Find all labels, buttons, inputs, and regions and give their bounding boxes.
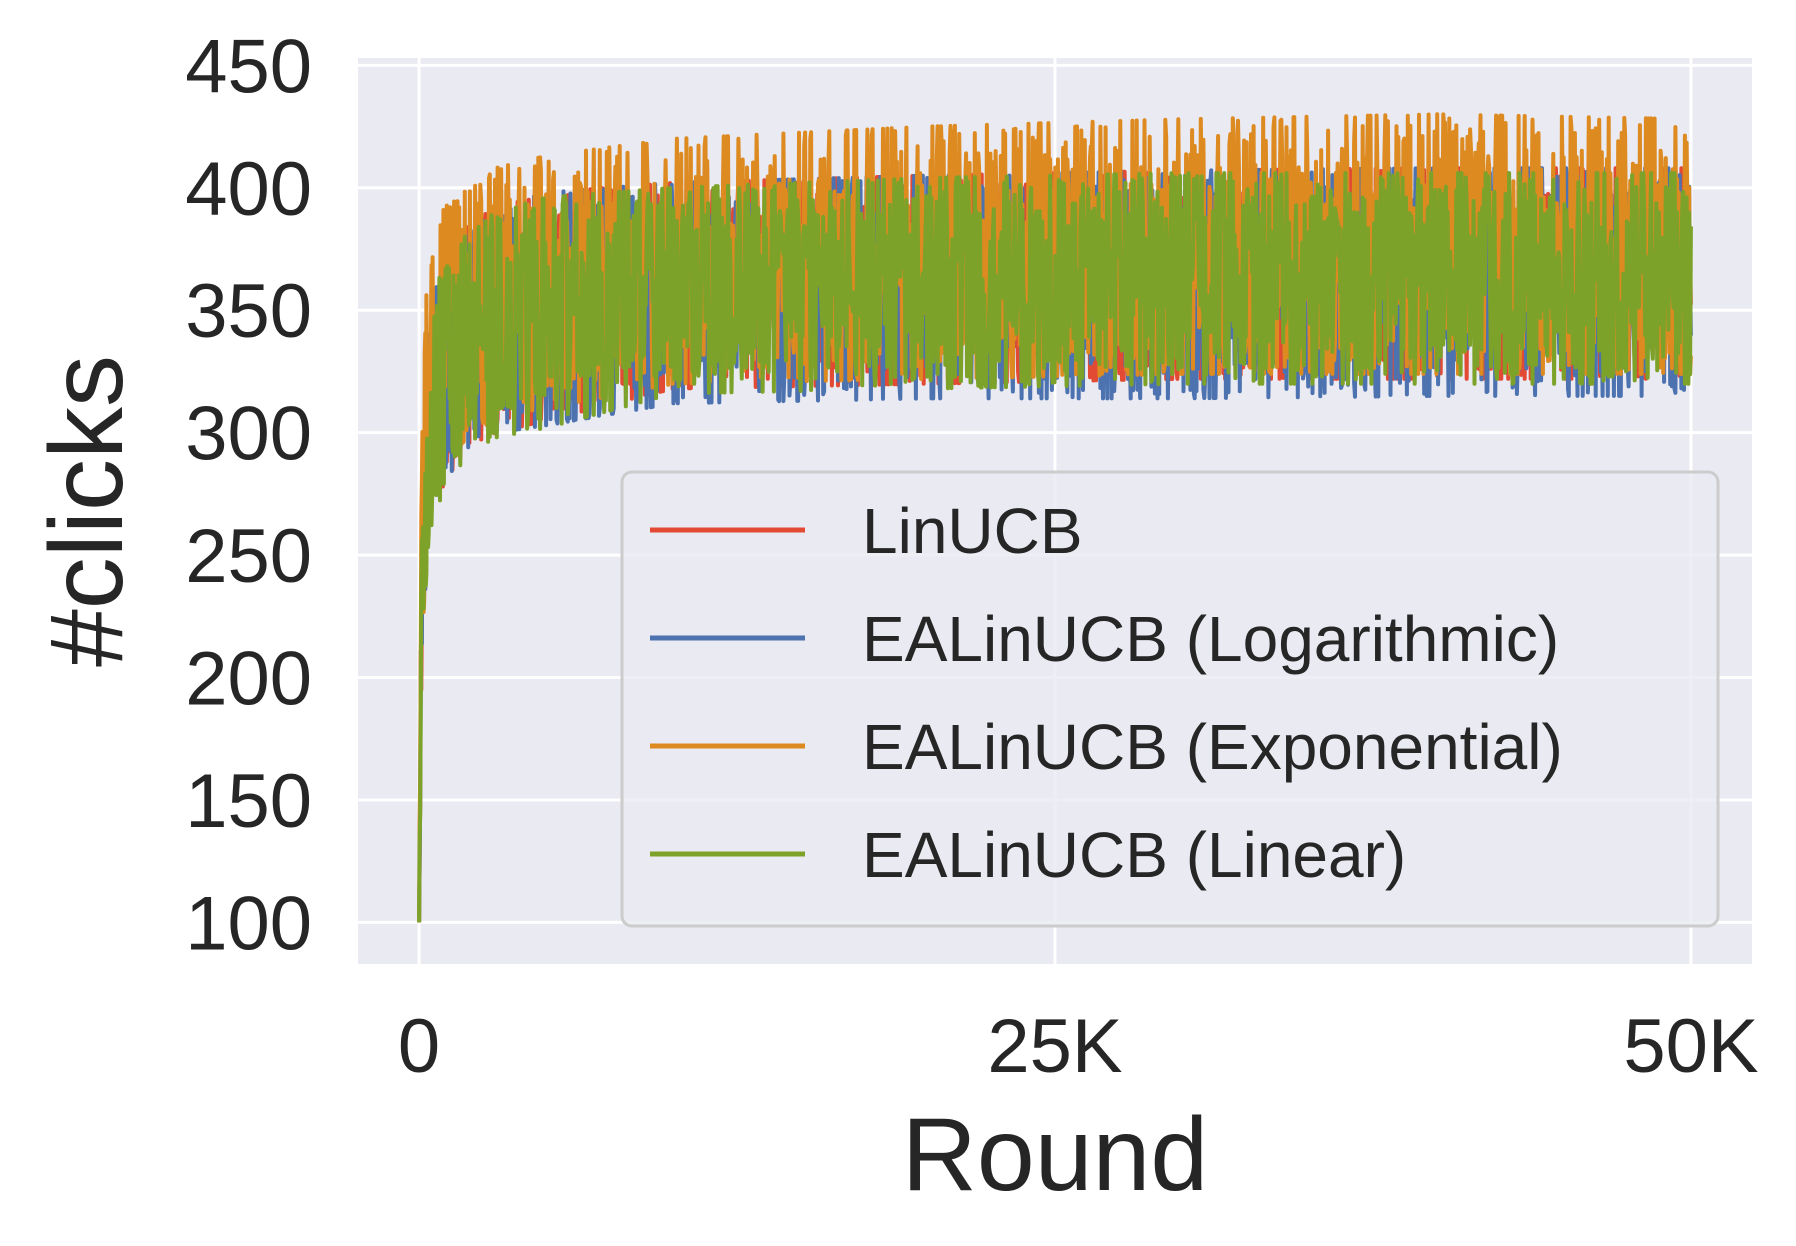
series-linear	[417, 171, 1693, 923]
legend-label-linear: EALinUCB (Linear)	[862, 819, 1406, 891]
y-tick-label: 200	[185, 637, 312, 722]
y-tick-label: 250	[185, 514, 312, 599]
series-layer	[417, 112, 1693, 923]
y-axis-label: #clicks	[29, 355, 145, 667]
x-tick-label: 25K	[987, 1004, 1122, 1089]
y-tick-label: 400	[185, 147, 312, 232]
x-axis-label: Round	[902, 1097, 1208, 1213]
y-tick-label: 100	[185, 881, 312, 966]
y-tick-label: 450	[185, 24, 312, 109]
legend-label-exponential: EALinUCB (Exponential)	[862, 711, 1563, 783]
legend: LinUCB EALinUCB (Logarithmic) EALinUCB (…	[620, 470, 1720, 928]
legend-label-logarithmic: EALinUCB (Logarithmic)	[862, 603, 1559, 675]
x-tick-label: 0	[398, 1004, 440, 1089]
legend-box	[620, 470, 1720, 928]
y-tick-label: 150	[185, 759, 312, 844]
y-tick-label: 300	[185, 392, 312, 477]
x-tick-label: 50K	[1623, 1004, 1758, 1089]
y-tick-label: 350	[185, 269, 312, 354]
tick-labels: 0 25K 50K 100 150 200 250 300 350 400 450	[185, 24, 1758, 1089]
legend-label-linucb: LinUCB	[862, 495, 1083, 567]
